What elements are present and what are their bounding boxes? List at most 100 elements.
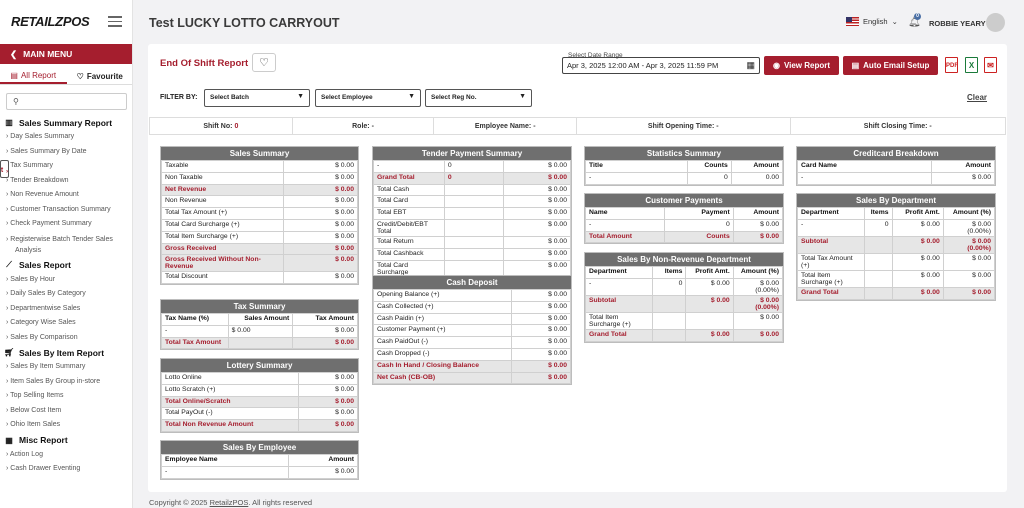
table-cell	[651, 328, 687, 342]
sidebar-item[interactable]: › Day Sales Summary	[6, 133, 75, 140]
clear-filter-link[interactable]: Clear	[967, 93, 988, 102]
sidebar-item[interactable]: › Ohio Item Sales	[6, 421, 61, 428]
table-row: Grand Total $ 0.00 $ 0.00	[585, 328, 784, 342]
table-cell: $ 0.00	[282, 254, 359, 273]
table-cell: $ 0.00	[298, 383, 358, 397]
table-row: Total Return $ 0.00	[373, 235, 571, 249]
reg-no-select[interactable]: Select Reg No. ▼	[425, 89, 532, 107]
table-row: Total Amount Counts $ 0.00	[585, 230, 784, 244]
avatar[interactable]	[986, 13, 1005, 32]
view-report-button[interactable]: ◉ View Report	[764, 56, 839, 75]
shift-employee: Employee Name: -	[434, 118, 578, 134]
sidebar-item[interactable]: › Below Cost Item	[6, 406, 62, 414]
sidebar-item[interactable]: › Sales Summary By Date	[6, 147, 87, 155]
menu-section[interactable]: ▦ Misc Report	[5, 435, 68, 445]
table-row: Total PayOut (-) $ 0.00	[160, 407, 358, 421]
table-cell: $ 0.00	[298, 372, 358, 385]
excel-export-icon[interactable]: X	[965, 57, 978, 73]
chevron-left-icon: ❮	[10, 48, 18, 59]
date-range-input[interactable]: ▦ Apr 3, 2025 12:00 AM - Apr 3, 2025 11:5…	[562, 57, 760, 74]
column-header: Employee Name	[160, 454, 290, 467]
tab-favourite[interactable]: ♡ Favourite	[76, 71, 123, 81]
notification-icon[interactable]: 🔔︎ 0	[908, 13, 921, 28]
sidebar-item[interactable]: › Tender Breakdown	[6, 176, 69, 184]
sidebar: RETAILZPOS ❮ MAIN MENU ▤ All Report ♡ Favou…	[0, 0, 133, 508]
table-row: Total Non Revenue Amount $ 0.00	[160, 419, 358, 432]
table-cell: 0	[443, 160, 505, 173]
sidebar-item[interactable]: › Cash Drawer Eventing	[6, 465, 81, 472]
table-cell: Gross Received	[161, 242, 284, 256]
footer-brand-link[interactable]: RetailzPOS	[209, 498, 249, 507]
table-cell	[863, 235, 893, 254]
table: Name Payment Amount -0 $ 0.00 Total Amount Cou…	[585, 207, 784, 244]
table-cell: $ 0.00	[510, 324, 572, 338]
user-name[interactable]: ROBBIE YEARY	[929, 19, 986, 28]
table-cell: $ 0.00	[510, 312, 572, 326]
sidebar-item[interactable]: › Action Log	[6, 450, 43, 458]
table-cell: Total Tax Amount	[161, 336, 229, 350]
auto-email-setup-button[interactable]: ▤ Auto Email Setup	[843, 56, 938, 75]
column-header: Sales Amount	[227, 313, 294, 326]
table-cell: $ 0.00	[510, 336, 572, 349]
eye-icon: ◉	[772, 61, 780, 70]
sidebar-item[interactable]: › Top Selling Items	[6, 392, 64, 399]
table-cell: $ 0.00	[685, 277, 734, 296]
table-cell: $ 0.00	[503, 207, 571, 220]
table-cell: Total Item Surcharge (+)	[585, 311, 653, 330]
sidebar-item[interactable]: › Category Wise Sales	[6, 319, 76, 326]
filter-label: FILTER BY:	[160, 94, 198, 101]
sidebar-item[interactable]: › Sales By Hour	[6, 275, 56, 283]
menu-section[interactable]: ⟋ Sales Report	[0, 258, 132, 273]
table-row: -0 $ 0.00	[585, 218, 784, 232]
sidebar-item[interactable]: › Departmentwise Sales	[6, 304, 81, 312]
table-cell: Cash In Hand / Closing Balance	[373, 359, 512, 373]
pdf-export-icon[interactable]: PDF	[945, 57, 958, 73]
sidebar-item[interactable]: › Non Revenue Amount	[6, 191, 79, 198]
menu-section[interactable]: ▥ Sales Summary Report	[5, 117, 113, 128]
sidebar-item[interactable]: › Sales By Comparison	[6, 333, 78, 341]
email-export-icon[interactable]: ✉	[984, 57, 997, 73]
sidebar-item[interactable]: › Registerwise Batch Tender Sales Analys…	[6, 235, 113, 254]
table-cell: -	[161, 324, 229, 338]
table-row: Cash Collected (+) $ 0.00	[373, 300, 572, 314]
table-cell: Opening Balance (+)	[373, 289, 512, 302]
hamburger-menu-icon[interactable]	[108, 16, 122, 30]
table-cell: 0	[443, 171, 505, 185]
sidebar-item[interactable]: › End Of Shift	[0, 160, 10, 178]
table-row: Total Cashback $ 0.00	[373, 247, 571, 261]
sidebar-item[interactable]: › Check Payment Summary	[6, 220, 92, 227]
sidebar-item[interactable]: › Tax Summary	[6, 162, 53, 169]
table-cell: $ 0.00	[891, 269, 944, 288]
sidebar-item[interactable]: › Daily Sales By Category	[6, 290, 86, 297]
menu-section[interactable]: 🛒︎ Sales By Item Report	[4, 347, 105, 358]
sidebar-item[interactable]: › Sales By Item Summary	[6, 363, 86, 370]
tab-all-report[interactable]: ▤ All Report	[0, 68, 67, 84]
language-select[interactable]: English ⌄	[846, 17, 898, 26]
main-menu-button[interactable]: ❮ MAIN MENU	[0, 44, 132, 64]
sidebar-tabs: ▤ All Report ♡ Favourite	[0, 68, 132, 85]
favourite-button[interactable]: ♡	[252, 53, 276, 72]
batch-select[interactable]: Select Batch ▼	[204, 89, 310, 107]
table-cell: $ 0.00	[503, 218, 571, 237]
table-cell: Grand Total	[373, 171, 445, 185]
table-cell: $ 0.00	[298, 407, 358, 421]
sidebar-item[interactable]: › Customer Transaction Summary	[6, 205, 111, 213]
table-cell: $ 0.00	[292, 336, 358, 350]
search-input[interactable]	[27, 95, 123, 108]
table-title: Tax Summary	[161, 300, 358, 313]
table-row: Cash Paidin (+) $ 0.00	[373, 312, 572, 326]
table-cell	[443, 207, 505, 220]
column-header: Tax Amount	[292, 313, 358, 326]
table-row: Net Revenue $ 0.00	[161, 183, 359, 197]
table-title: Sales By Non-Revenue Department	[585, 253, 783, 266]
table-row: - $ 0.00 $ 0.00	[161, 324, 358, 338]
table-cell: Total Cash	[373, 183, 445, 197]
table-title: Cash Deposit	[373, 276, 571, 289]
table-row: Subtotal $ 0.00 $ 0.00 (0.00%)	[585, 294, 784, 313]
table-header-row: Employee Name Amount	[160, 454, 358, 467]
table-cell: Total Amount	[585, 230, 665, 244]
table-cell: $ 0.00	[282, 160, 359, 173]
sidebar-item[interactable]: › Item Sales By Group in-store	[6, 377, 101, 385]
table-cell: -	[585, 218, 665, 232]
employee-select[interactable]: Select Employee ▼	[315, 89, 421, 107]
